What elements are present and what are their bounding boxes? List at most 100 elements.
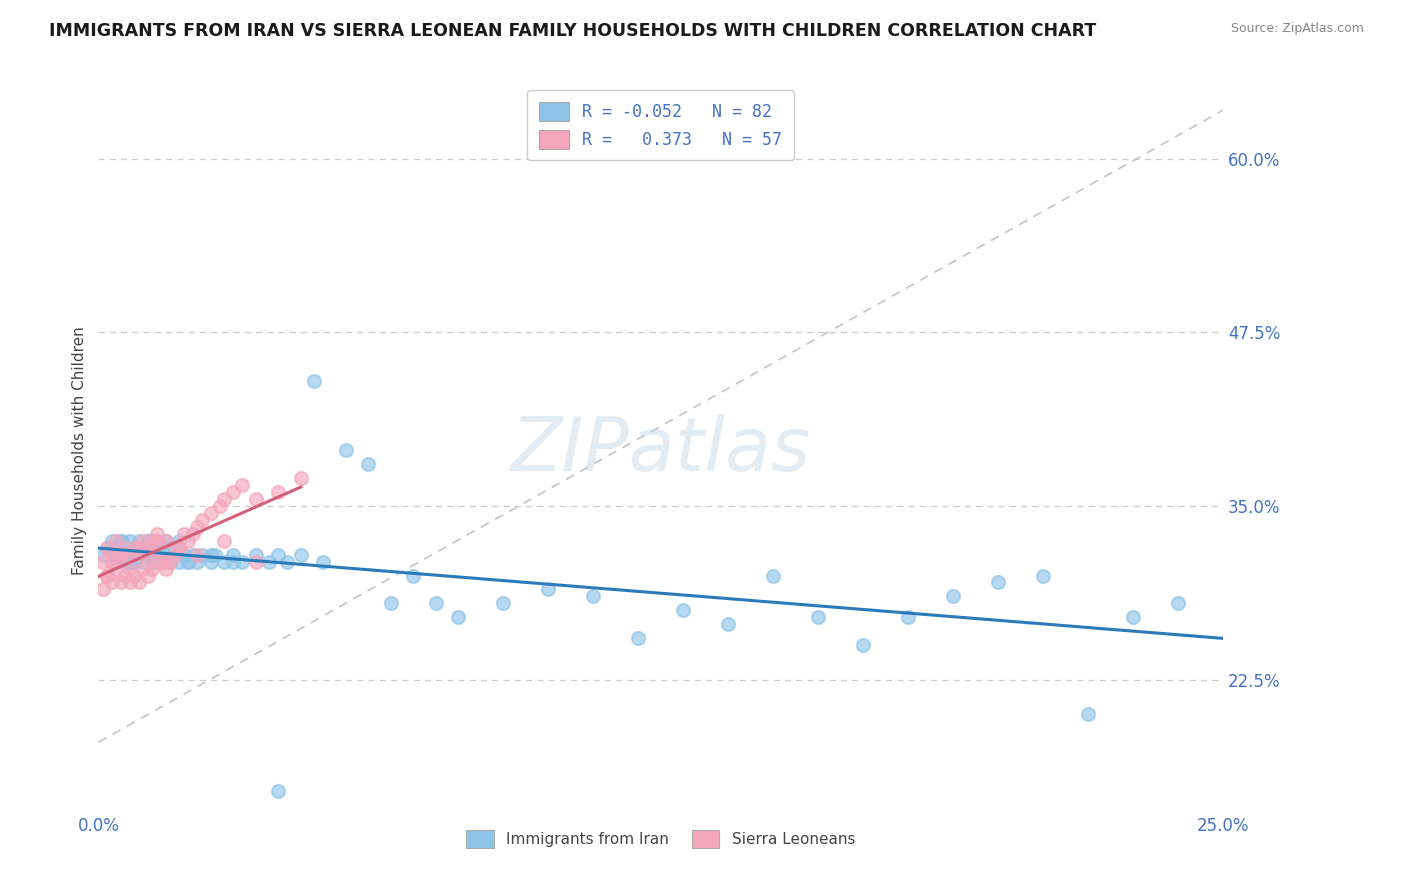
Point — [118, 561, 141, 575]
Point — [159, 541, 181, 555]
Point — [124, 568, 146, 582]
Point — [136, 548, 159, 562]
Point — [159, 555, 181, 569]
Point — [582, 590, 605, 604]
Point — [335, 443, 357, 458]
Point — [132, 561, 155, 575]
Point — [141, 561, 163, 575]
Point — [177, 533, 200, 548]
Point — [91, 555, 114, 569]
Point — [118, 533, 141, 548]
Point — [942, 590, 965, 604]
Point — [136, 548, 159, 562]
Point — [169, 555, 191, 569]
Point — [312, 555, 335, 569]
Point — [222, 555, 245, 569]
Point — [807, 610, 830, 624]
Point — [132, 555, 155, 569]
Point — [105, 561, 128, 575]
Point — [200, 506, 222, 520]
Point — [141, 541, 163, 555]
Point — [1077, 707, 1099, 722]
Point — [91, 582, 114, 597]
Point — [222, 485, 245, 500]
Point — [159, 555, 181, 569]
Point — [128, 548, 150, 562]
Point — [155, 555, 177, 569]
Point — [118, 548, 141, 562]
Point — [155, 533, 177, 548]
Point — [672, 603, 695, 617]
Point — [267, 784, 290, 798]
Point — [118, 575, 141, 590]
Point — [537, 582, 560, 597]
Point — [169, 541, 191, 555]
Point — [231, 478, 253, 492]
Point — [245, 555, 267, 569]
Text: ZIPatlas: ZIPatlas — [510, 415, 811, 486]
Point — [290, 548, 312, 562]
Point — [762, 568, 785, 582]
Point — [155, 548, 177, 562]
Point — [96, 568, 118, 582]
Point — [105, 555, 128, 569]
Point — [267, 548, 290, 562]
Point — [214, 555, 236, 569]
Point — [897, 610, 920, 624]
Y-axis label: Family Households with Children: Family Households with Children — [72, 326, 87, 574]
Point — [128, 548, 150, 562]
Point — [181, 526, 204, 541]
Point — [146, 526, 169, 541]
Point — [191, 548, 214, 562]
Point — [208, 499, 231, 513]
Point — [987, 575, 1010, 590]
Point — [128, 533, 150, 548]
Legend: Immigrants from Iran, Sierra Leoneans: Immigrants from Iran, Sierra Leoneans — [456, 819, 866, 858]
Point — [136, 533, 159, 548]
Point — [276, 555, 298, 569]
Point — [101, 533, 124, 548]
Point — [96, 541, 118, 555]
Point — [163, 548, 186, 562]
Point — [222, 548, 245, 562]
Point — [155, 533, 177, 548]
Point — [146, 555, 169, 569]
Point — [1032, 568, 1054, 582]
Point — [128, 541, 150, 555]
Point — [492, 596, 515, 610]
Point — [128, 548, 150, 562]
Point — [447, 610, 470, 624]
Point — [124, 541, 146, 555]
Point — [245, 492, 267, 507]
Point — [150, 555, 173, 569]
Point — [169, 541, 191, 555]
Point — [214, 492, 236, 507]
Point — [114, 555, 136, 569]
Point — [186, 548, 208, 562]
Point — [136, 541, 159, 555]
Point — [186, 520, 208, 534]
Point — [146, 555, 169, 569]
Point — [101, 548, 124, 562]
Point — [110, 575, 132, 590]
Text: IMMIGRANTS FROM IRAN VS SIERRA LEONEAN FAMILY HOUSEHOLDS WITH CHILDREN CORRELATI: IMMIGRANTS FROM IRAN VS SIERRA LEONEAN F… — [49, 22, 1097, 40]
Point — [304, 374, 326, 388]
Point — [204, 548, 226, 562]
Point — [155, 561, 177, 575]
Point — [181, 548, 204, 562]
Point — [101, 548, 124, 562]
Point — [114, 541, 136, 555]
Point — [128, 575, 150, 590]
Point — [380, 596, 402, 610]
Point — [105, 533, 128, 548]
Point — [132, 533, 155, 548]
Point — [200, 555, 222, 569]
Point — [136, 533, 159, 548]
Point — [852, 638, 875, 652]
Point — [290, 471, 312, 485]
Point — [136, 568, 159, 582]
Point — [132, 541, 155, 555]
Point — [114, 568, 136, 582]
Point — [124, 541, 146, 555]
Point — [259, 555, 281, 569]
